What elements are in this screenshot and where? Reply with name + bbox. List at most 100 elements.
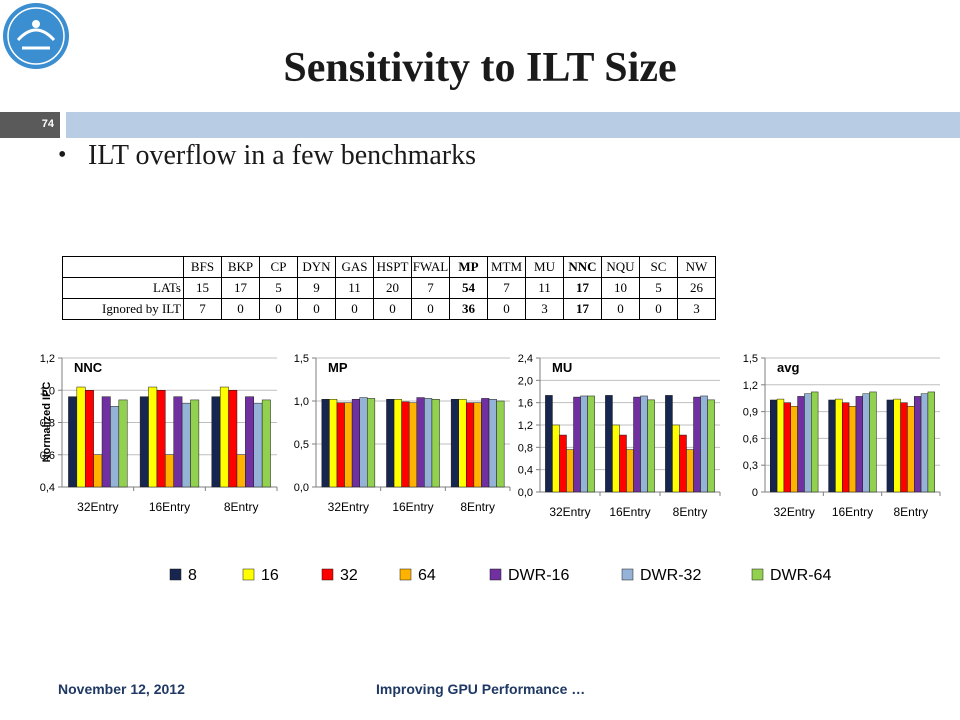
legend-swatch — [751, 568, 764, 581]
table-header-cell: MTM — [487, 256, 526, 278]
x-tick-label: 16Entry — [392, 500, 433, 514]
bar — [587, 395, 595, 493]
legend-label: 64 — [418, 567, 436, 584]
bar — [626, 449, 634, 493]
y-tick-label: 0,4 — [518, 465, 533, 477]
legend-label: DWR-32 — [640, 567, 701, 584]
y-tick-label: 1,2 — [743, 380, 758, 392]
bar — [219, 386, 229, 488]
bar — [367, 398, 376, 488]
bar — [920, 393, 929, 493]
bullet-dot-icon: • — [58, 142, 67, 168]
table-header-cell: MU — [525, 256, 564, 278]
bar — [110, 406, 120, 488]
bar — [148, 386, 158, 488]
y-tick-label: 2,4 — [518, 353, 533, 365]
bar — [118, 399, 128, 488]
legend-label: DWR-64 — [770, 567, 831, 584]
bar — [797, 396, 805, 493]
bullet-item: • ILT overflow in a few benchmarks — [58, 140, 476, 172]
x-tick-label: 16Entry — [149, 500, 190, 514]
footer-caption: Improving GPU Performance … — [376, 681, 586, 697]
bar — [545, 395, 553, 493]
y-tick-label: 0,3 — [743, 460, 758, 472]
y-tick-label: 1,5 — [294, 353, 309, 365]
bar — [665, 395, 673, 493]
bar — [679, 434, 687, 493]
table-cell: 3 — [677, 298, 716, 320]
table-header-cell: CP — [259, 256, 298, 278]
bar — [329, 399, 338, 488]
legend-label: 8 — [188, 567, 197, 584]
bar — [707, 399, 715, 493]
table-cell: 17 — [563, 277, 602, 299]
table-cell: 7 — [183, 298, 222, 320]
bar — [835, 398, 843, 493]
bar — [431, 399, 440, 488]
bar — [481, 398, 490, 488]
bar — [181, 402, 191, 488]
bar — [811, 391, 819, 493]
bar — [605, 395, 613, 493]
bar — [173, 396, 183, 488]
bar — [351, 399, 360, 488]
bar — [619, 434, 627, 493]
bar — [228, 390, 238, 488]
x-tick-label: 8Entry — [893, 505, 928, 519]
legend-label: 16 — [261, 567, 279, 584]
x-tick-label: 16Entry — [609, 505, 650, 519]
y-tick-label: 0,8 — [40, 418, 55, 430]
bar — [869, 391, 877, 493]
bar — [101, 396, 111, 488]
bar — [211, 396, 221, 488]
bar — [416, 397, 425, 488]
bar — [633, 396, 641, 493]
bar — [566, 449, 574, 493]
x-tick-label: 16Entry — [832, 505, 873, 519]
bar — [386, 399, 395, 488]
bar — [804, 393, 812, 493]
university-logo — [3, 3, 69, 69]
y-tick-label: 0 — [752, 487, 758, 499]
panel-title: MP — [328, 360, 348, 375]
bar — [893, 398, 901, 493]
bar — [68, 396, 78, 488]
legend-swatch — [489, 568, 502, 581]
bar — [855, 396, 864, 493]
bar — [927, 391, 936, 493]
table-cell: 36 — [449, 298, 488, 320]
x-tick-label: 8Entry — [224, 500, 259, 514]
x-tick-label: 32Entry — [773, 505, 814, 519]
bar — [914, 396, 922, 493]
bar — [573, 396, 581, 493]
x-tick-label: 8Entry — [460, 500, 495, 514]
bar — [93, 454, 103, 488]
table-header-cell: NQU — [601, 256, 640, 278]
panel-title: avg — [777, 360, 799, 375]
bar — [848, 405, 857, 493]
bar — [672, 424, 680, 493]
bar — [770, 399, 778, 493]
y-tick-label: 1,0 — [294, 396, 309, 408]
y-tick-label: 0,5 — [294, 439, 309, 451]
y-tick-label: 0,6 — [743, 433, 758, 445]
table-row: LATs 15 17 5 9 11 20 7 54 7 11 17 10 5 2… — [62, 277, 716, 299]
bar — [488, 399, 497, 488]
panel-title: NNC — [74, 360, 103, 375]
y-tick-label: 1,2 — [518, 420, 533, 432]
bullet-text: ILT overflow in a few benchmarks — [88, 140, 476, 171]
y-tick-label: 0,4 — [40, 482, 55, 494]
bar — [700, 395, 708, 493]
table-header-cell: NW — [677, 256, 716, 278]
bar — [776, 398, 785, 493]
bar — [84, 390, 94, 488]
bar — [473, 402, 482, 488]
bar — [552, 424, 560, 493]
bar — [393, 399, 402, 488]
table-header-cell: GAS — [335, 256, 374, 278]
y-tick-label: 2,0 — [518, 375, 533, 387]
bar — [886, 399, 895, 493]
bar — [401, 401, 410, 488]
table-header-cell: MP — [449, 256, 488, 278]
bar — [790, 405, 798, 493]
